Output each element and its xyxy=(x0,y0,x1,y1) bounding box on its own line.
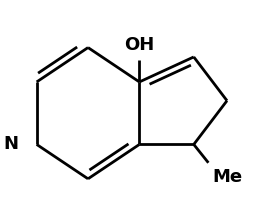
Text: N: N xyxy=(3,135,18,153)
Text: OH: OH xyxy=(124,36,155,54)
Text: Me: Me xyxy=(212,168,242,186)
